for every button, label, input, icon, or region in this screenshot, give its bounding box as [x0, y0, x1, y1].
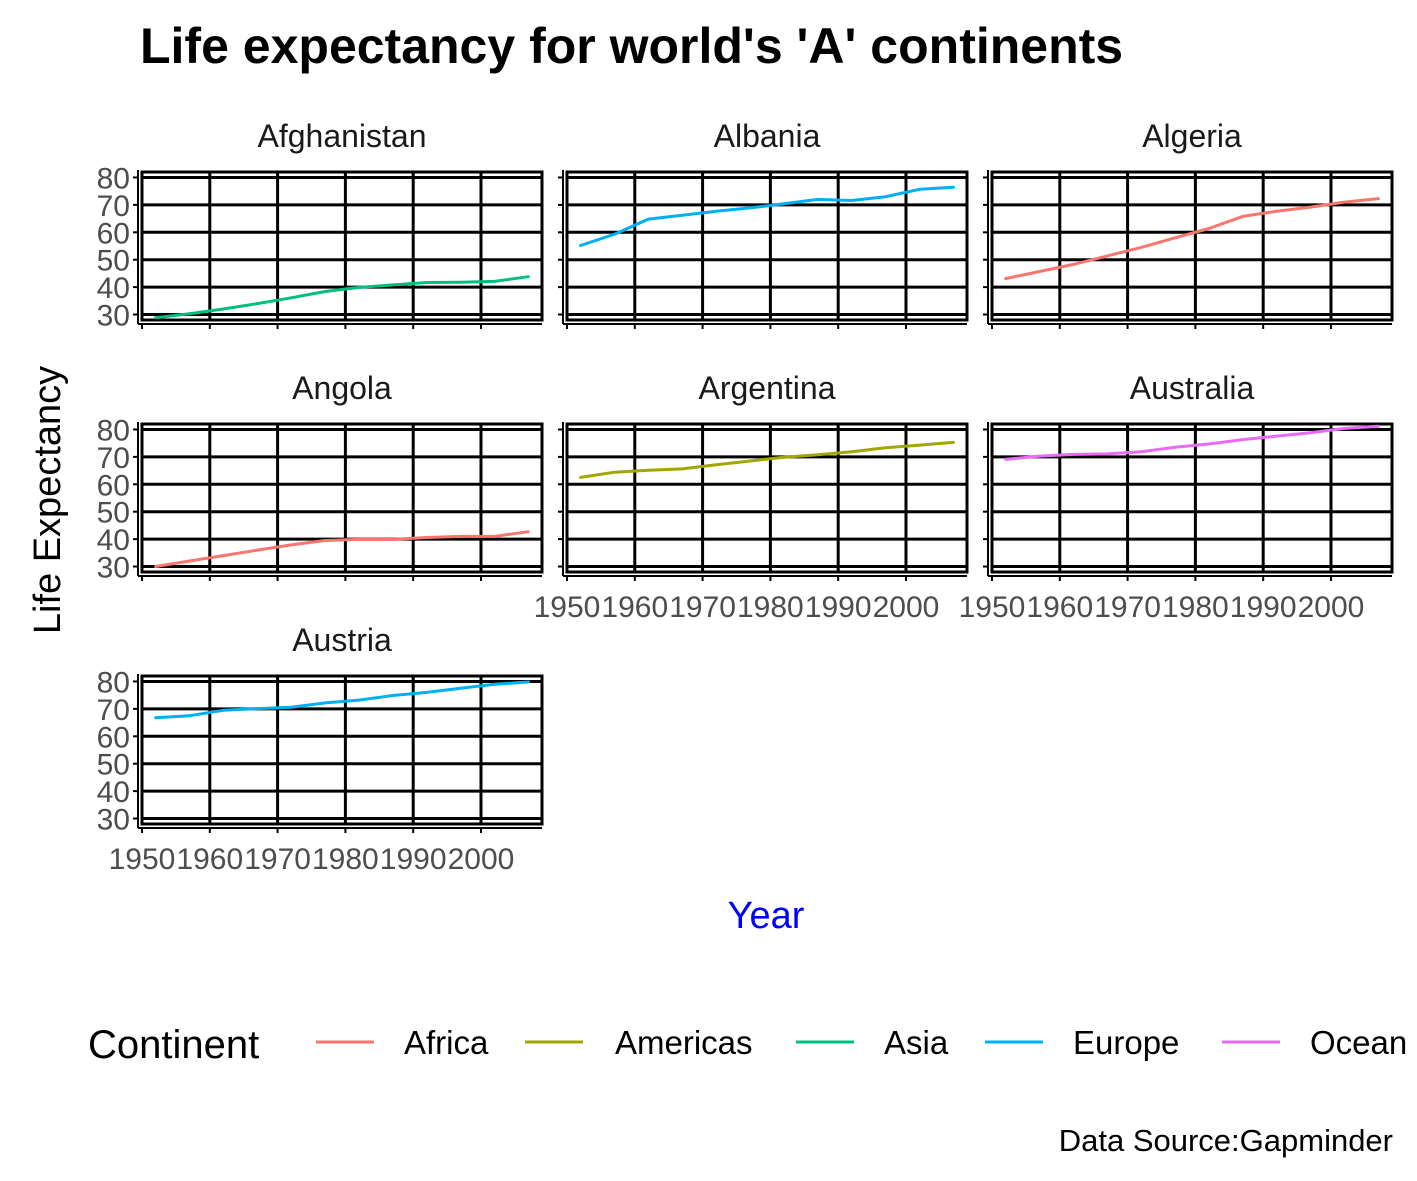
y-tick-label: 30	[97, 552, 130, 585]
x-tick-label: 1990	[1230, 591, 1297, 624]
series-line	[1004, 424, 1380, 461]
x-tick-label: 1950	[109, 843, 176, 876]
y-tick-label: 30	[97, 804, 130, 837]
series-line	[579, 440, 955, 479]
legend-label: Americas	[615, 1024, 753, 1061]
x-tick-label: 1990	[805, 591, 872, 624]
x-tick-label: 1980	[1162, 591, 1229, 624]
panel-border	[990, 170, 1394, 322]
facet-title: Australia	[1130, 370, 1255, 406]
x-tick-label: 1950	[534, 591, 601, 624]
series-line	[154, 530, 530, 568]
y-tick-label: 40	[97, 776, 130, 809]
panel-border	[140, 170, 544, 322]
series-line	[154, 275, 530, 320]
series-line	[1004, 197, 1380, 281]
y-tick-label: 70	[97, 190, 130, 223]
facet-title: Algeria	[1142, 118, 1242, 154]
y-axis-label: Life Expectancy	[27, 366, 69, 634]
y-tick-label: 80	[97, 414, 130, 447]
x-tick-label: 1960	[176, 843, 243, 876]
x-tick-label: 2000	[873, 591, 940, 624]
x-tick-label: 1990	[380, 843, 447, 876]
facet-panel: Algeria	[983, 118, 1394, 329]
x-tick-label: 1980	[312, 843, 379, 876]
facet-panel: Australia 1950 1960 1970 1980 1990 2000	[959, 370, 1394, 624]
y-tick-label: 80	[97, 666, 130, 699]
legend-label: Africa	[404, 1024, 489, 1061]
x-tick-label: 1970	[669, 591, 736, 624]
x-tick-label: 2000	[1298, 591, 1365, 624]
chart-title: Life expectancy for world's 'A' continen…	[140, 18, 1123, 74]
x-tick-label: 2000	[448, 843, 515, 876]
y-tick-label: 40	[97, 524, 130, 557]
legend-label: Ocean	[1310, 1024, 1407, 1061]
legend-label: Europe	[1073, 1024, 1179, 1061]
facet-title: Afghanistan	[257, 118, 426, 154]
y-tick-label: 70	[97, 442, 130, 475]
facet-title: Austria	[292, 622, 392, 658]
series-line	[579, 185, 955, 247]
y-tick-label: 40	[97, 272, 130, 305]
panel-border	[990, 422, 1394, 574]
chart-caption: Data Source:Gapminder	[1059, 1123, 1393, 1158]
y-tick-label: 30	[97, 300, 130, 333]
x-tick-label: 1970	[1094, 591, 1161, 624]
y-tick-label: 60	[97, 469, 130, 502]
x-axis-label: Year	[728, 895, 805, 937]
y-tick-label: 80	[97, 162, 130, 195]
panel-border	[565, 422, 969, 574]
y-tick-label: 70	[97, 694, 130, 727]
x-tick-label: 1980	[737, 591, 804, 624]
x-tick-label: 1970	[244, 843, 311, 876]
y-tick-label: 60	[97, 721, 130, 754]
legend: Continent Africa Americas Asia Europe Ocean	[88, 1023, 1407, 1067]
facet-title: Argentina	[699, 370, 836, 406]
x-tick-label: 1960	[601, 591, 668, 624]
y-tick-label: 60	[97, 217, 130, 250]
facet-title: Angola	[292, 370, 392, 406]
series-line	[154, 680, 530, 720]
y-tick-label: 50	[97, 749, 130, 782]
panel-border	[565, 170, 969, 322]
panel-border	[140, 674, 544, 826]
legend-label: Asia	[884, 1024, 949, 1061]
x-tick-label: 1950	[959, 591, 1026, 624]
facet-panel: Albania	[558, 118, 969, 329]
facet-title: Albania	[714, 118, 821, 154]
panel-border	[140, 422, 544, 574]
x-tick-label: 1960	[1026, 591, 1093, 624]
legend-title: Continent	[88, 1023, 259, 1067]
y-tick-label: 50	[97, 497, 130, 530]
facet-panel: Argentina 1950 1960 1970 1980 1990 2000	[534, 370, 969, 624]
y-tick-label: 50	[97, 245, 130, 278]
